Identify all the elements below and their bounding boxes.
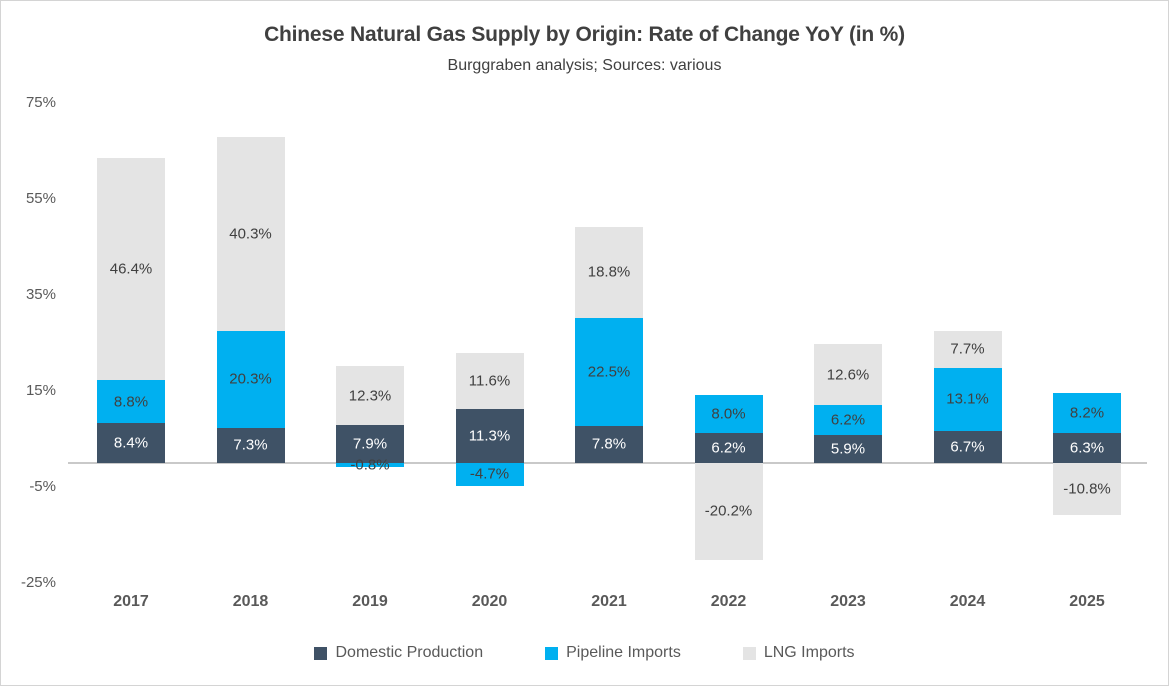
x-axis-tick-label: 2019	[352, 593, 388, 610]
bar-segment	[216, 137, 285, 331]
bar-segment	[1053, 463, 1121, 515]
data-label: -4.7%	[469, 465, 510, 483]
bar-segment	[694, 463, 763, 560]
data-label: 22.5%	[587, 363, 631, 381]
legend-swatch-icon	[742, 646, 756, 660]
bar-segment	[575, 317, 643, 426]
data-label: 7.7%	[950, 340, 985, 358]
legend-label: Domestic Production	[335, 644, 484, 661]
bar-segment	[694, 394, 763, 434]
data-label: 11.3%	[468, 427, 511, 445]
bar-segment	[933, 367, 1002, 431]
data-label: 46.4%	[109, 260, 153, 278]
data-label: 8.8%	[113, 393, 149, 411]
data-label: 18.8%	[587, 263, 631, 281]
data-label: -10.8%	[1063, 480, 1111, 498]
bar-segment	[216, 330, 285, 428]
data-label: 13.1%	[946, 390, 989, 408]
bar-segment	[97, 157, 165, 381]
bar-segment	[575, 227, 643, 318]
bar-segment	[455, 353, 524, 409]
x-axis-tick-label: 2021	[591, 593, 627, 610]
data-label: 7.3%	[233, 436, 268, 454]
data-label: 11.6%	[468, 372, 511, 390]
data-label: 8.4%	[113, 434, 149, 452]
data-label: 8.0%	[711, 405, 746, 423]
x-axis-tick-label: 2023	[830, 593, 866, 610]
bar-segment	[97, 422, 165, 463]
bar-segment	[455, 463, 524, 486]
bar-segment	[933, 331, 1002, 368]
chart-title: Chinese Natural Gas Supply by Origin: Ra…	[264, 23, 905, 46]
x-axis-tick-label: 2025	[1069, 593, 1105, 610]
bar-segment	[1053, 432, 1121, 463]
legend-label: Pipeline Imports	[566, 644, 681, 661]
data-label: -20.2%	[704, 502, 753, 520]
data-label: 5.9%	[830, 440, 866, 458]
data-label: 6.7%	[950, 438, 985, 456]
x-axis-tick-label: 2024	[949, 593, 986, 610]
y-axis-tick-label: 75%	[25, 94, 56, 111]
data-label: 12.6%	[826, 366, 870, 384]
y-axis-tick-label: -25%	[20, 574, 56, 591]
data-label: 7.9%	[352, 435, 388, 453]
y-axis-tick-label: -5%	[29, 478, 56, 495]
bar-segment	[814, 434, 882, 463]
x-axis-tick-label: 2017	[113, 593, 149, 610]
chart-subtitle: Burggraben analysis; Sources: various	[447, 57, 722, 74]
data-label: 7.8%	[591, 435, 627, 453]
bar-segment	[97, 380, 165, 423]
data-label: -0.8%	[350, 456, 390, 474]
x-axis-tick-label: 2022	[710, 593, 747, 610]
bar-segment	[336, 366, 404, 426]
bar-segment	[1053, 393, 1121, 433]
data-label: 40.3%	[229, 225, 272, 243]
x-axis-tick-label: 2018	[232, 593, 269, 610]
bar-segment	[455, 408, 524, 463]
legend-swatch-icon	[545, 646, 559, 660]
x-axis-tick-label: 2020	[471, 593, 508, 610]
bar-segment	[814, 344, 882, 405]
bar-segment	[694, 433, 763, 463]
y-axis-tick-label: 35%	[25, 286, 56, 303]
data-label: 20.3%	[229, 370, 272, 388]
bar-segment	[216, 427, 285, 463]
data-label: 6.2%	[830, 411, 866, 429]
data-label: 6.3%	[1069, 439, 1105, 457]
bar-segment	[575, 425, 643, 463]
data-label: 6.2%	[711, 439, 746, 457]
legend-item: Domestic Production	[314, 644, 483, 662]
y-axis-tick-label: 15%	[25, 382, 56, 399]
bar-segment	[814, 404, 882, 435]
x-axis-line	[68, 462, 1147, 464]
y-axis-tick-label: 55%	[25, 190, 56, 207]
bar-segment	[933, 430, 1002, 463]
chart-legend: Domestic Production Pipeline Imports LNG I…	[1, 644, 1168, 662]
legend-item: Pipeline Imports	[545, 644, 681, 662]
data-label: 8.2%	[1069, 404, 1105, 422]
bar-segment	[336, 463, 404, 467]
legend-item: LNG Imports	[742, 644, 855, 662]
bar-segment	[336, 425, 404, 463]
legend-label: LNG Imports	[763, 644, 855, 661]
data-label: 12.3%	[348, 387, 392, 405]
legend-swatch-icon	[314, 646, 328, 660]
